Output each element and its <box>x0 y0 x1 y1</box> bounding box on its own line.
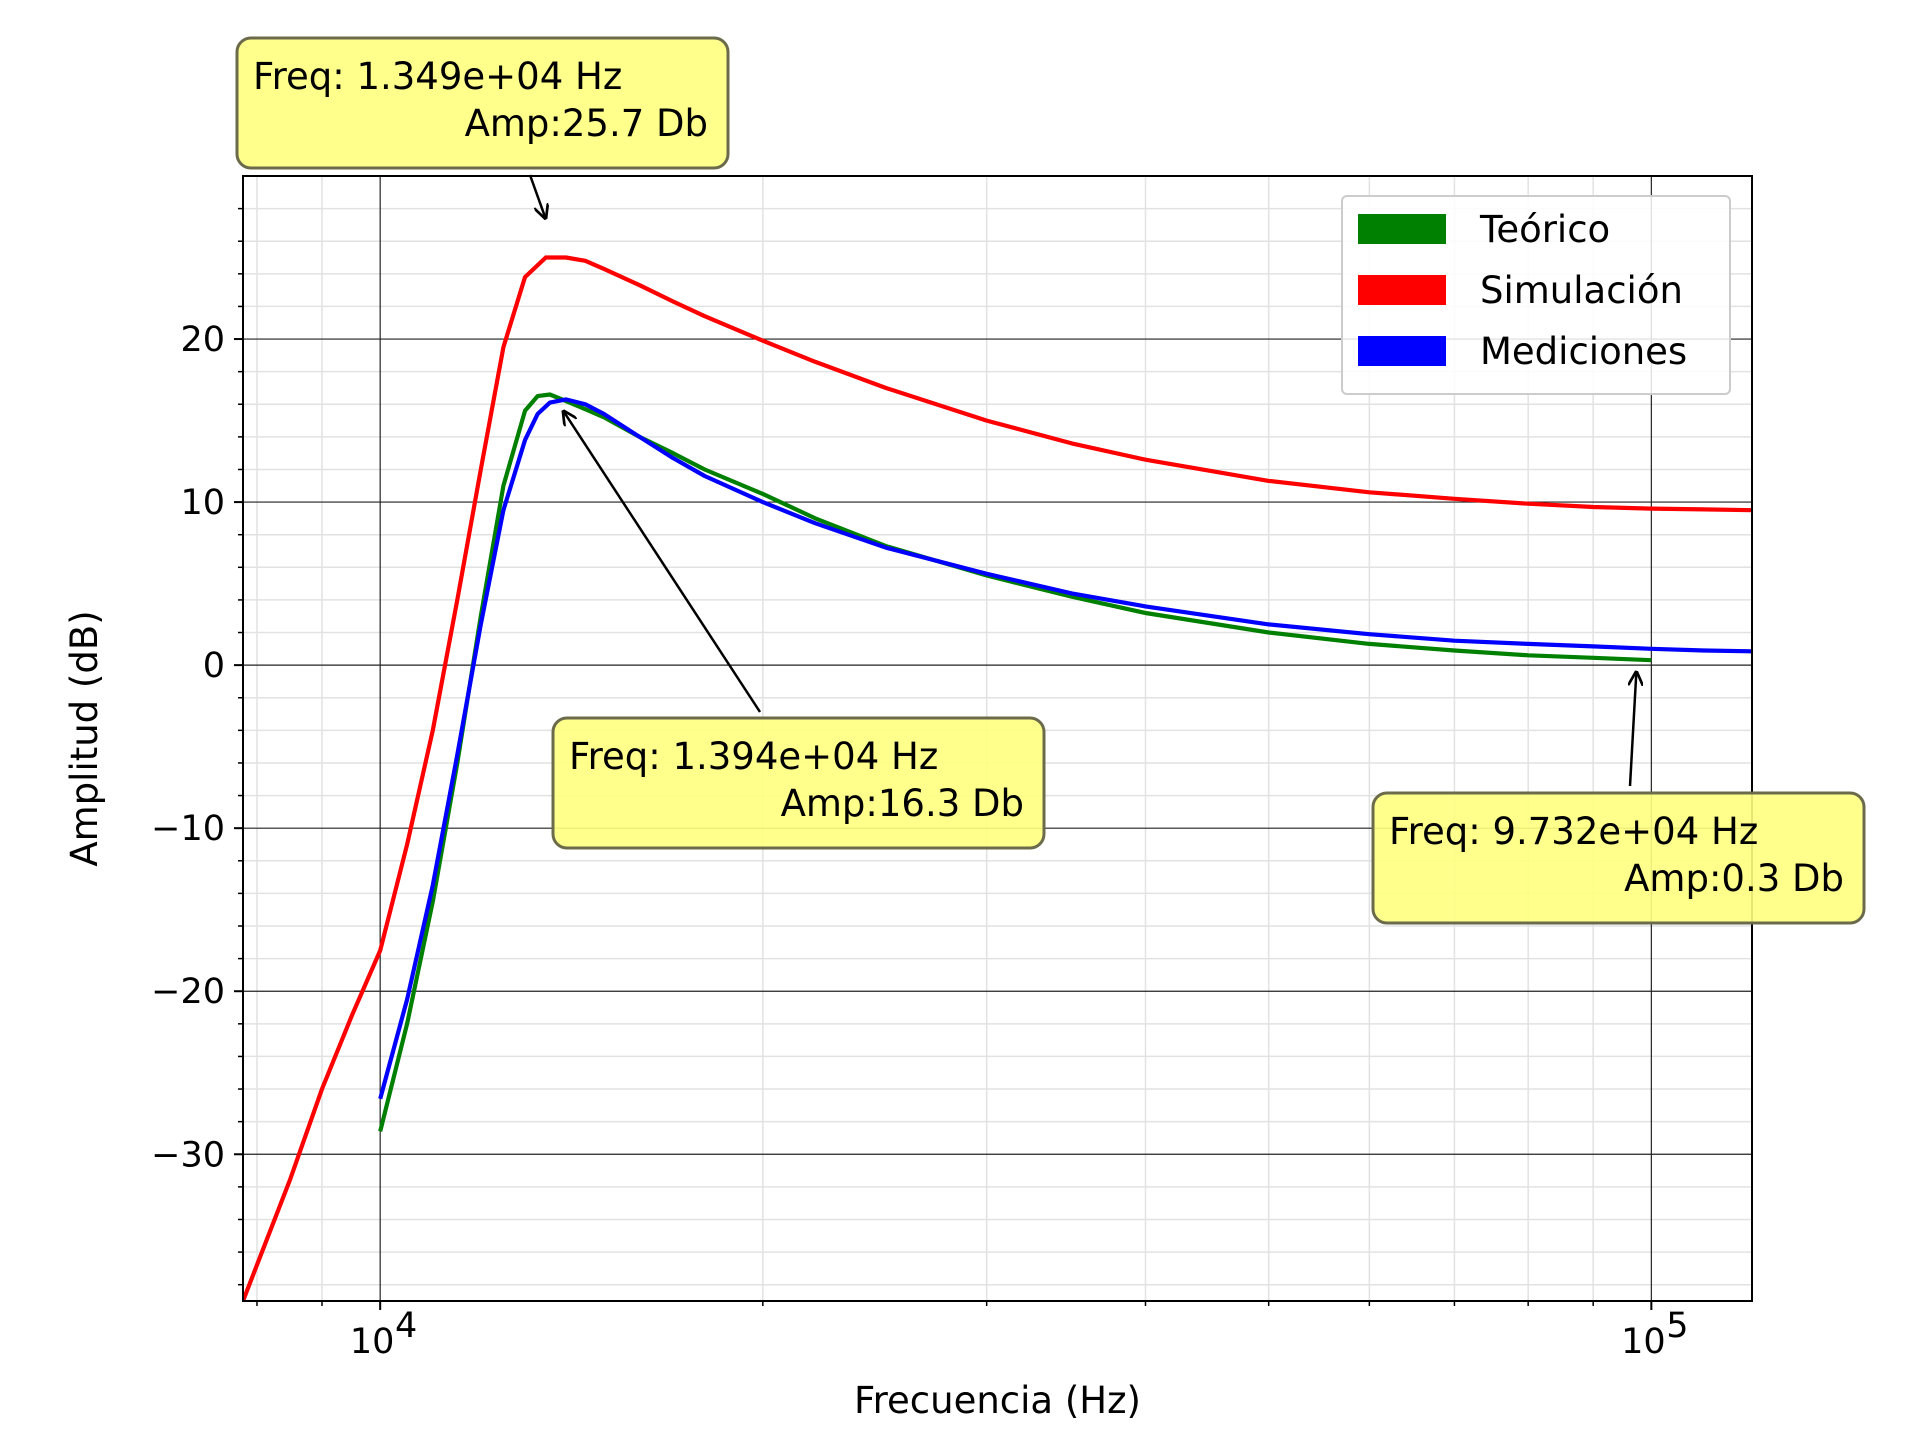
annotation-freq-text: Freq: 1.349e+04 Hz <box>253 55 622 98</box>
annotation-arrow <box>564 411 762 713</box>
x-axis-label: Frecuencia (Hz) <box>854 1379 1141 1422</box>
y-tick-label: 10 <box>180 483 225 523</box>
legend-swatch <box>1358 275 1446 305</box>
series-line-1 <box>243 255 1752 1301</box>
x-tick-label: 10 <box>1621 1322 1666 1362</box>
legend-label: Simulación <box>1480 269 1683 312</box>
legend-swatch <box>1358 214 1446 244</box>
annotation-amp-text: Amp:25.7 Db <box>465 102 708 145</box>
y-tick-label: 0 <box>203 646 225 686</box>
y-tick-label: −10 <box>151 809 225 849</box>
annotation-arrow <box>1630 672 1636 787</box>
annotation-freq-text: Freq: 9.732e+04 Hz <box>1389 810 1758 853</box>
annotation-amp-text: Amp:0.3 Db <box>1624 857 1844 900</box>
annotation-freq-text: Freq: 1.394e+04 Hz <box>569 735 938 778</box>
annotation-amp-text: Amp:16.3 Db <box>781 782 1024 825</box>
plot-frame <box>242 175 1753 1302</box>
y-tick-label: 20 <box>180 320 225 360</box>
annotation-box <box>235 36 730 170</box>
annotation-arrow <box>528 174 545 218</box>
legend-label: Teórico <box>1479 208 1610 251</box>
legend-swatch <box>1358 336 1446 366</box>
annotation-box <box>1371 791 1866 925</box>
x-tick-label-exponent: 5 <box>1666 1306 1688 1346</box>
annotation-box <box>551 716 1046 850</box>
x-tick-label: 10 <box>350 1322 395 1362</box>
y-tick-label: −20 <box>151 972 225 1012</box>
legend-label: Mediciones <box>1480 330 1687 373</box>
series-layer <box>243 255 1752 1301</box>
series-line-0 <box>378 392 1652 1132</box>
legend: Teórico Simulación Mediciones <box>1341 195 1731 395</box>
y-tick-label: −30 <box>151 1135 225 1175</box>
y-axis-label: Amplitud (dB) <box>63 610 106 866</box>
series-line-2 <box>378 397 1752 1100</box>
x-tick-label-exponent: 4 <box>395 1306 417 1346</box>
